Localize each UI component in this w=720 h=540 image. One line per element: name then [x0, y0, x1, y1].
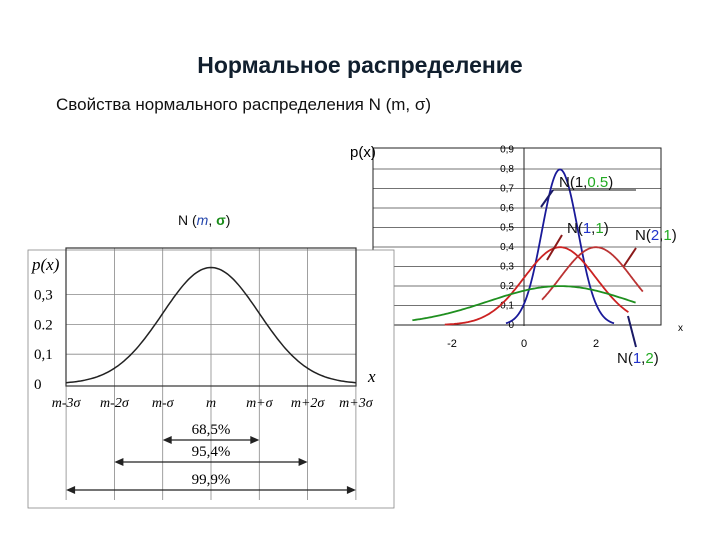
right-y-tick-label: 0,4: [500, 242, 514, 253]
arrowhead-right: [298, 458, 308, 466]
right-x-tick-label: 2: [593, 338, 599, 350]
leader-line-n-1-05: [540, 189, 554, 208]
right-ylabel: p(x): [350, 144, 376, 161]
left-y-tick-label: 0,3: [34, 288, 53, 304]
annotation-part: ): [672, 227, 677, 244]
right-y-tick-label: 0,1: [500, 301, 514, 312]
annotation-part: 2: [651, 227, 659, 244]
left-ylabel: p(x): [31, 255, 60, 274]
annotation-part: ): [608, 174, 613, 191]
annotation-n-1-2: N(1,2): [617, 350, 659, 367]
left-x-tick-label: m: [206, 396, 216, 411]
left-y-tick-label: 0,1: [34, 347, 53, 363]
leader-line-n-1-1: [546, 234, 563, 261]
right-x-tick-label: -2: [447, 338, 457, 350]
right-y-tick-label: 0,9: [500, 145, 514, 156]
annotation-part: 1: [595, 220, 603, 237]
annotation-part: N(: [617, 350, 633, 367]
annotation-part: N(: [635, 227, 651, 244]
annotation-part: 1: [633, 350, 641, 367]
annotation-part: ,: [583, 174, 587, 191]
right-y-tick-label: 0,3: [500, 262, 514, 273]
leader-line-n-2-1: [623, 247, 637, 267]
annotation-part: ,: [591, 220, 595, 237]
right-y-tick-label: 0,8: [500, 164, 514, 175]
series-line-n-1-1-: [444, 246, 629, 326]
n-label-suffix: ): [225, 212, 231, 228]
annotation-part: ): [604, 220, 609, 237]
left-plot-frame: [65, 247, 357, 387]
annotation-part: ,: [641, 350, 645, 367]
right-y-tick-label: 0,2: [500, 281, 514, 292]
right-y-tick-label: 0: [508, 320, 514, 331]
left-x-tick-label: m-3σ: [52, 396, 82, 411]
right-y-tick-label: 0,6: [500, 203, 514, 214]
annotation-part: 2: [645, 350, 653, 367]
n-label-m: m: [196, 212, 209, 228]
right-x-tick-label: 0: [521, 338, 527, 350]
left-x-tick-label: m+2σ: [291, 396, 326, 411]
arrowhead-left: [66, 486, 76, 494]
left-xlabel: x: [367, 367, 376, 386]
annotation-part: ): [654, 350, 659, 367]
arrowhead-right: [250, 436, 260, 444]
n-label-sep: ,: [208, 212, 217, 228]
subtitle: Свойства нормального распределения N (m,…: [56, 95, 432, 114]
arrowhead-left: [162, 436, 172, 444]
annotation-part: 1: [583, 220, 591, 237]
arrowhead-left: [114, 458, 124, 466]
annotation-part: 1: [575, 174, 583, 191]
annotation-part: ,: [659, 227, 663, 244]
left-x-tick-label: m+3σ: [339, 396, 374, 411]
series-line-n-1-2-: [412, 285, 636, 322]
annotation-part: 0.5: [587, 174, 608, 191]
normal-notation-label: N (m, σ): [178, 212, 230, 228]
left-x-tick-label: m-σ: [152, 396, 175, 411]
series-line-n-1-0-5-: [505, 168, 615, 325]
left-x-tick-label: m-2σ: [100, 396, 130, 411]
left-x-tick-label: m+σ: [246, 396, 274, 411]
interval-label: 95,4%: [192, 444, 231, 460]
right-y-tick-label: 0,5: [500, 223, 514, 234]
annotation-n-2-1: N(2,1): [635, 227, 677, 244]
annotation-n-1-1: N(1,1): [567, 220, 609, 237]
series-line-n-2-1-: [541, 246, 644, 301]
n-label-sigma: σ: [216, 212, 226, 228]
annotation-part: 1: [663, 227, 671, 244]
page-title: Нормальное распределение: [197, 52, 523, 78]
interval-label: 68,5%: [192, 422, 231, 438]
normal-curve: [66, 266, 356, 384]
n-label-prefix: N (: [178, 212, 197, 228]
right-y-tick-label: 0,7: [500, 184, 514, 195]
arrowhead-right: [346, 486, 356, 494]
annotation-part: N(: [567, 220, 583, 237]
interval-label: 99,9%: [192, 472, 231, 488]
left-y-tick-label: 0.2: [34, 317, 53, 333]
leader-line-n-1-2: [627, 315, 637, 348]
left-y-tick-label: 0: [34, 377, 42, 393]
annotation-n-1-05: N(1,0.5): [559, 174, 613, 191]
right-plot-frame: [372, 147, 662, 326]
right-xlabel: x: [678, 323, 683, 334]
annotation-part: N(: [559, 174, 575, 191]
